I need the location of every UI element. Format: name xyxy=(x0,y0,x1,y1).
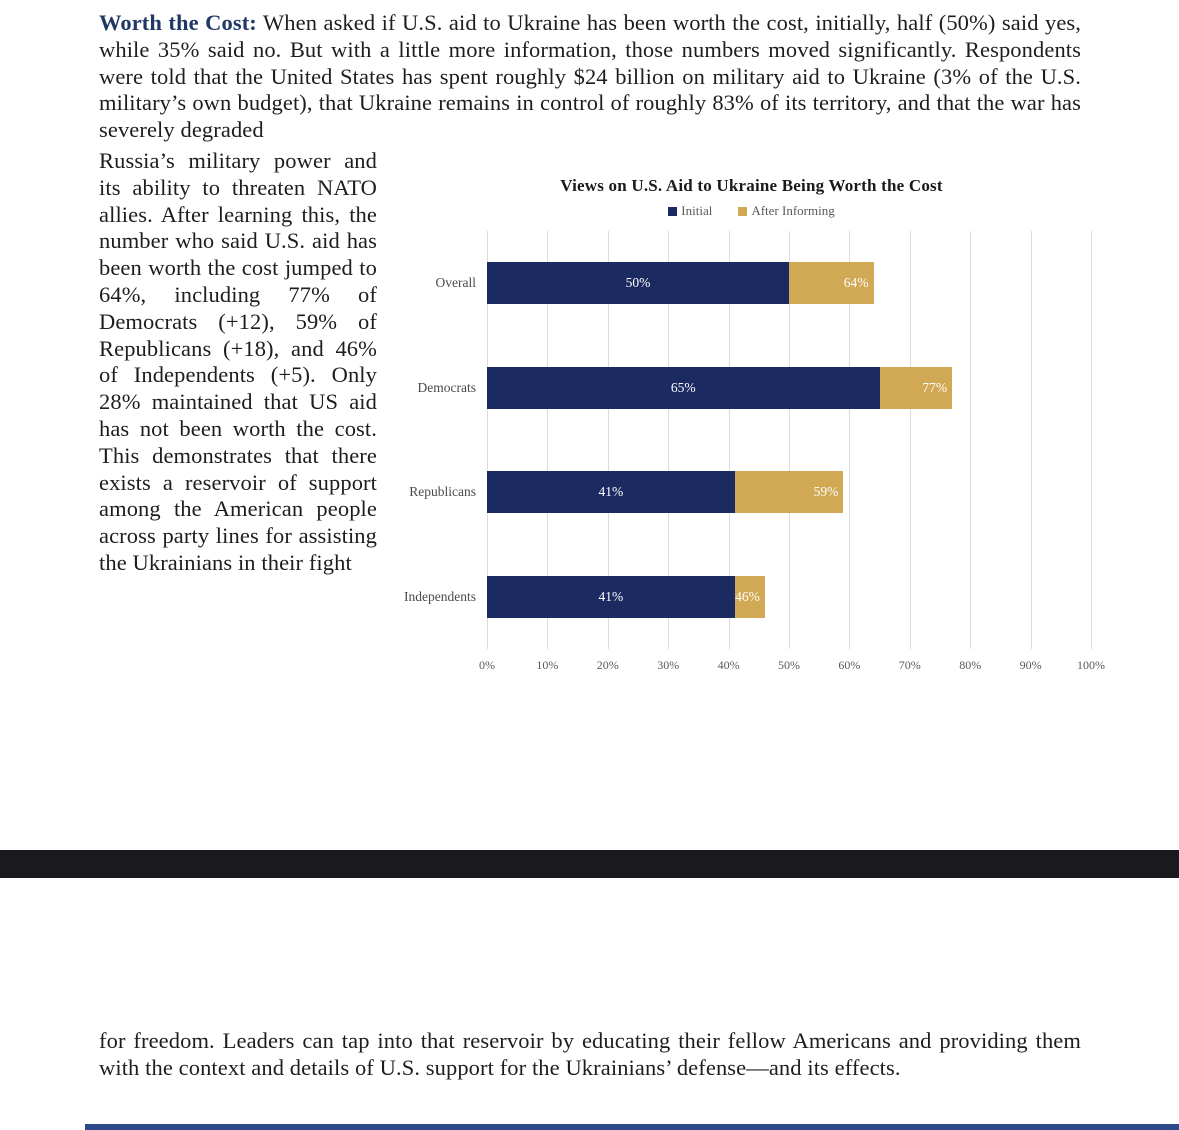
chart-x-axis: 0% 10% 20% 30% 40% 50% 60% 70% 80% 90% 100% xyxy=(479,658,1105,674)
legend-item: Initial xyxy=(668,203,712,219)
chart-legend: Initial After Informing xyxy=(388,203,1115,219)
bar-segment-initial: 65% xyxy=(487,366,880,409)
bar-segment-initial: 50% xyxy=(487,262,789,305)
bar-value-after: 46% xyxy=(735,588,760,604)
gridline xyxy=(1091,231,1092,649)
gridline xyxy=(1030,231,1032,649)
category-label: Democrats xyxy=(417,379,476,395)
paragraph-lead-label: Worth the Cost: xyxy=(99,10,257,35)
x-tick-label: 80% xyxy=(959,658,982,672)
bar-segment-initial: 41% xyxy=(487,471,735,514)
gridline xyxy=(728,231,730,649)
paragraph-bottom: for freedom. Leaders can tap into that r… xyxy=(99,1028,1081,1080)
x-tick-label: 90% xyxy=(1019,658,1042,672)
x-tick-label: 30% xyxy=(657,658,680,672)
gridline xyxy=(668,231,670,649)
bar-value-after: 77% xyxy=(922,379,948,395)
legend-label: Initial xyxy=(681,203,713,218)
x-tick-label: 10% xyxy=(536,658,559,672)
legend-item: After Informing xyxy=(738,203,835,219)
bar-value-initial: 41% xyxy=(598,484,624,500)
stacked-bar: 41% 46% xyxy=(487,575,1091,618)
gridline xyxy=(849,231,851,649)
footer-accent-strip xyxy=(85,1124,1179,1130)
stacked-bar: 50% 64% xyxy=(487,262,1091,305)
gridline xyxy=(909,231,911,649)
x-tick-label: 70% xyxy=(898,658,921,672)
x-tick-label: 0% xyxy=(479,658,495,672)
bar-segment-after: 64% xyxy=(789,262,874,305)
bar-segment-after: 77% xyxy=(879,366,953,409)
gridline xyxy=(607,231,609,649)
paragraph-left-column: Russia’s military power and its ability … xyxy=(99,148,377,575)
category-label: Republicans xyxy=(409,484,476,500)
paragraph-top-text: When asked if U.S. aid to Ukraine has be… xyxy=(99,10,1081,143)
paragraph-worth-the-cost: Worth the Cost: When asked if U.S. aid t… xyxy=(99,10,1081,144)
bar-value-after: 64% xyxy=(843,275,869,291)
x-tick-label: 100% xyxy=(1077,658,1105,672)
chart-plot: Overall 50% 64% Democrats 65% 77% Republicans 4… xyxy=(404,231,1092,650)
gridline xyxy=(487,231,488,649)
bar-segment-initial: 41% xyxy=(487,575,735,618)
bar-row: Independents 41% 46% xyxy=(404,545,1091,650)
bar-segment-after: 46% xyxy=(734,575,765,618)
legend-label: After Informing xyxy=(751,203,835,218)
ukraine-aid-chart: Views on U.S. Aid to Ukraine Being Worth… xyxy=(388,176,1115,674)
x-tick-label: 40% xyxy=(717,658,740,672)
legend-swatch-icon xyxy=(668,206,678,216)
page-break-band xyxy=(0,850,1179,878)
legend-swatch-icon xyxy=(738,206,748,216)
chart-title: Views on U.S. Aid to Ukraine Being Worth… xyxy=(560,176,943,195)
category-label: Independents xyxy=(404,588,476,604)
bar-row: Republicans 41% 59% xyxy=(409,440,1091,545)
stacked-bar: 41% 59% xyxy=(487,471,1091,514)
gridline xyxy=(789,231,790,649)
gridline xyxy=(970,231,972,649)
x-tick-label: 60% xyxy=(838,658,861,672)
bar-value-initial: 50% xyxy=(625,275,651,291)
bar-segment-after: 59% xyxy=(734,471,844,514)
bar-row: Overall 50% 64% xyxy=(436,231,1091,336)
stacked-bar: 65% 77% xyxy=(487,366,1091,409)
x-tick-label: 50% xyxy=(778,658,800,672)
bar-value-after: 59% xyxy=(813,484,839,500)
x-tick-label: 20% xyxy=(596,658,619,672)
bar-value-initial: 65% xyxy=(670,379,696,395)
bar-row: Democrats 65% 77% xyxy=(418,336,1091,441)
bar-value-initial: 41% xyxy=(598,588,624,604)
gridline xyxy=(547,231,549,649)
category-label: Overall xyxy=(435,275,476,291)
